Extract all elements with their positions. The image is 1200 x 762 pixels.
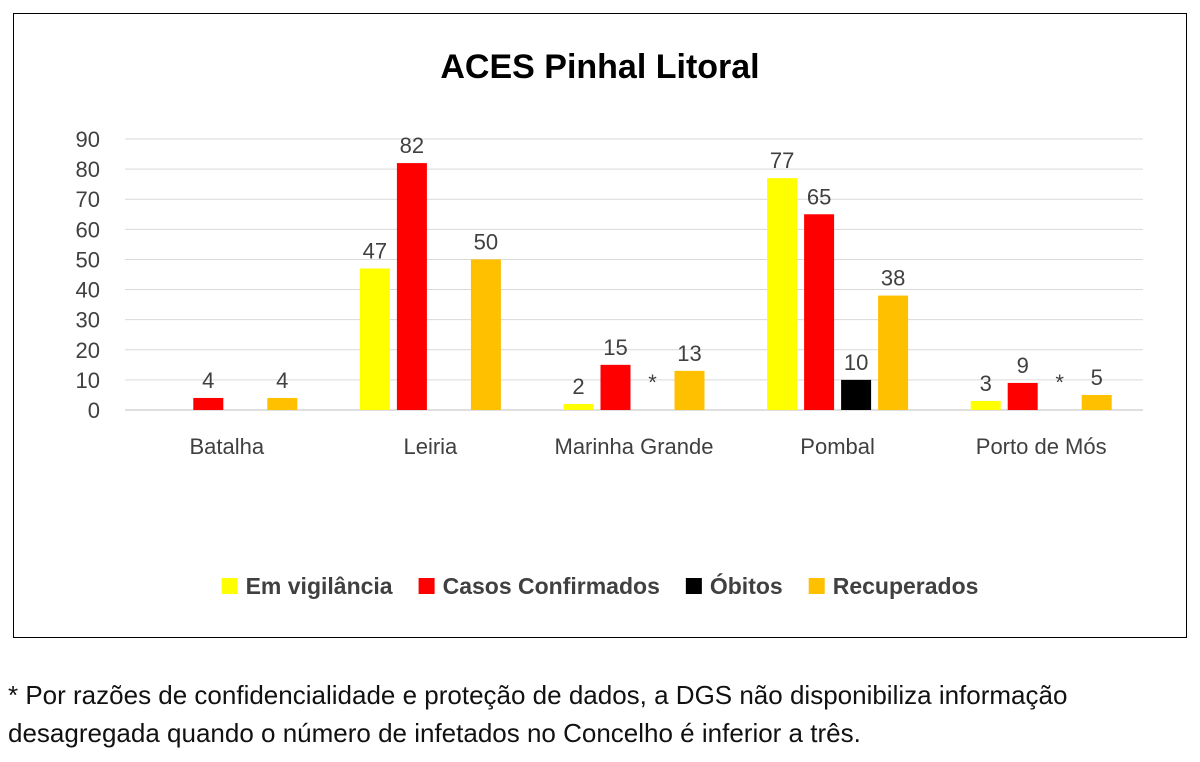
x-tick-label: Porto de Mós bbox=[976, 434, 1107, 459]
bar bbox=[470, 259, 501, 410]
y-tick-label: 60 bbox=[76, 217, 100, 242]
data-label: 82 bbox=[400, 133, 424, 158]
y-tick-label: 10 bbox=[76, 368, 100, 393]
x-axis-tick-labels: Batalha Leiria Marinha Grande Pombal Porto d… bbox=[189, 434, 1106, 459]
legend-swatch bbox=[418, 578, 435, 594]
data-label: 4 bbox=[276, 368, 288, 393]
data-label: * bbox=[648, 370, 657, 395]
y-tick-label: 20 bbox=[76, 338, 100, 363]
data-label: 38 bbox=[881, 266, 905, 291]
data-label: 77 bbox=[770, 148, 794, 173]
bar bbox=[193, 397, 224, 410]
bar bbox=[600, 364, 631, 410]
bar-chart: ACES Pinhal Litoral 0102030405060708090 … bbox=[76, 48, 1143, 599]
data-label: 9 bbox=[1017, 353, 1029, 378]
bar bbox=[841, 379, 872, 410]
legend-label: Em vigilância bbox=[246, 573, 393, 599]
data-label: 5 bbox=[1091, 365, 1103, 390]
legend-swatch bbox=[808, 578, 825, 594]
x-tick-label: Leiria bbox=[403, 434, 458, 459]
footnote: * Por razões de confidencialidade e prot… bbox=[8, 680, 1068, 748]
legend: Em vigilância Casos Confirmados Óbitos Recu… bbox=[221, 572, 979, 599]
data-label: 15 bbox=[603, 335, 627, 360]
legend-label: Casos Confirmados bbox=[443, 573, 660, 599]
data-label: * bbox=[1055, 370, 1064, 395]
data-label: 3 bbox=[980, 371, 992, 396]
data-labels: 4 4 47 82 50 2 15 * 13 77 65 10 38 39 * 5 bbox=[202, 133, 1103, 399]
bar bbox=[1007, 382, 1038, 410]
data-label: 4 bbox=[202, 368, 214, 393]
data-label: 50 bbox=[474, 229, 498, 254]
y-axis-tick-labels: 0 10 20 30 40 50 60 70 80 90 bbox=[76, 127, 100, 423]
x-tick-label: Marinha Grande bbox=[555, 434, 714, 459]
y-tick-label: 70 bbox=[76, 187, 100, 212]
bar bbox=[396, 163, 427, 410]
y-tick-label: 30 bbox=[76, 308, 100, 333]
bar bbox=[267, 397, 298, 410]
bar bbox=[878, 295, 909, 410]
data-label: 10 bbox=[844, 350, 868, 375]
x-tick-label: Batalha bbox=[189, 434, 264, 459]
y-tick-label: 90 bbox=[76, 127, 100, 152]
legend-label: Óbitos bbox=[710, 572, 783, 599]
chart-title: ACES Pinhal Litoral bbox=[440, 48, 759, 86]
bar bbox=[970, 400, 1001, 410]
bar bbox=[804, 214, 835, 410]
x-tick-label: Pombal bbox=[800, 434, 875, 459]
data-label: 2 bbox=[572, 374, 584, 399]
data-label: 65 bbox=[807, 184, 831, 209]
bar bbox=[767, 178, 798, 410]
bar bbox=[674, 370, 705, 410]
y-tick-label: 0 bbox=[88, 398, 100, 423]
bar bbox=[359, 268, 390, 410]
y-tick-label: 40 bbox=[76, 278, 100, 303]
y-tick-label: 80 bbox=[76, 157, 100, 182]
chart-frame bbox=[13, 13, 1187, 638]
bar bbox=[563, 403, 594, 410]
bars bbox=[193, 163, 1112, 410]
data-label: 13 bbox=[677, 341, 701, 366]
legend-label: Recuperados bbox=[833, 573, 979, 599]
bar bbox=[1081, 394, 1112, 410]
data-label: 47 bbox=[363, 238, 387, 263]
legend-swatch bbox=[221, 578, 238, 594]
legend-swatch bbox=[685, 578, 702, 594]
y-tick-label: 50 bbox=[76, 247, 100, 272]
